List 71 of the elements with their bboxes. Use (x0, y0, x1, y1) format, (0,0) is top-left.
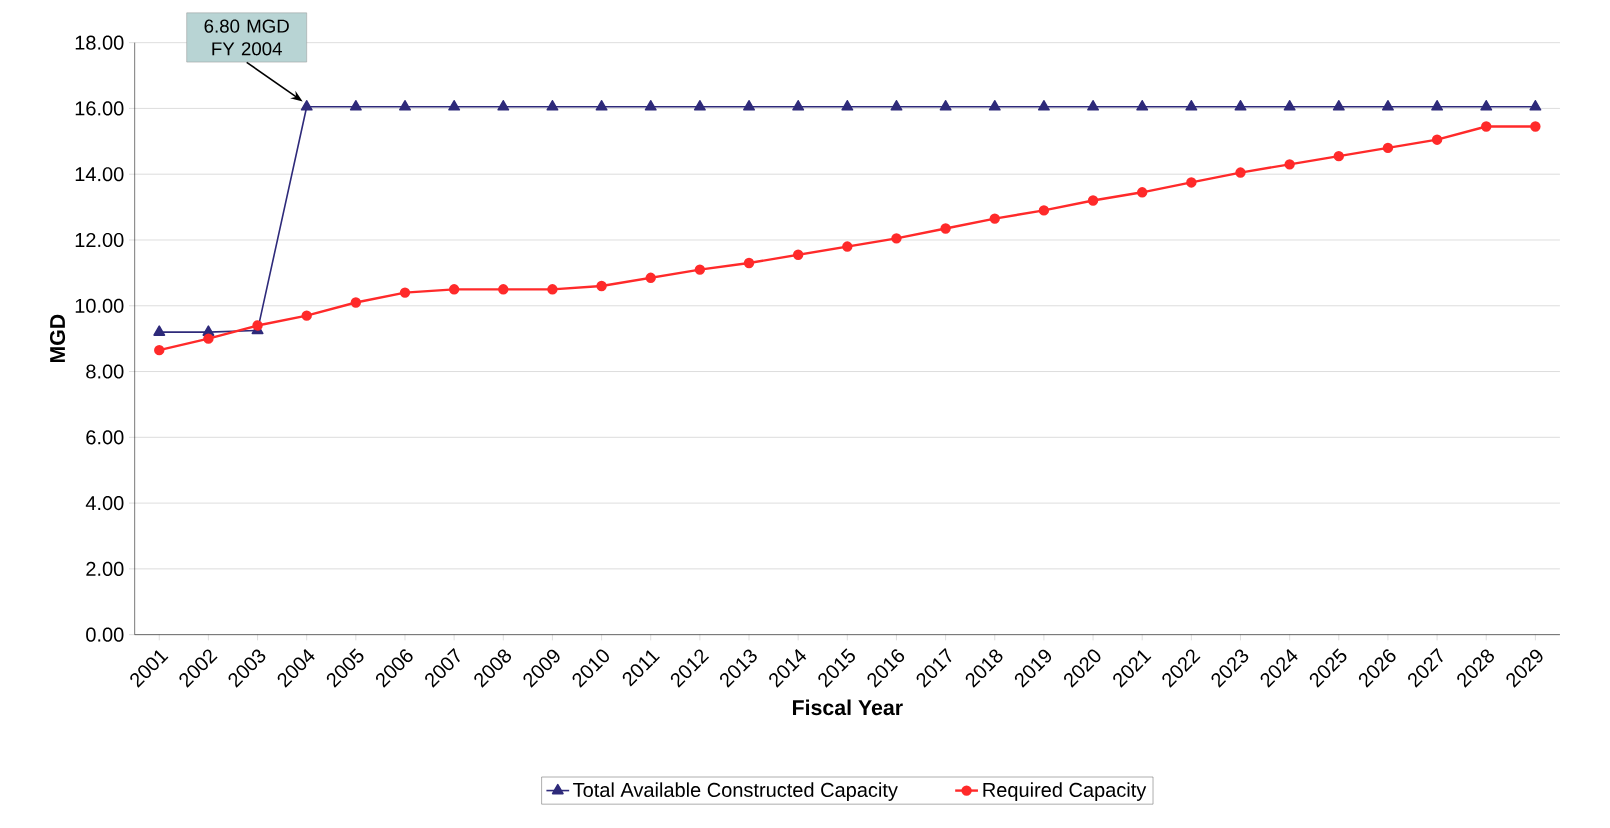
point (203, 333, 214, 344)
y-tick-label: 0.00 (86, 627, 124, 642)
point (1234, 99, 1247, 111)
y-tick-label: 12.00 (75, 232, 124, 248)
point (1480, 99, 1493, 111)
point (154, 344, 165, 356)
legend-label: Required Capacity (983, 782, 1147, 801)
point (939, 99, 952, 111)
point (547, 284, 558, 295)
point (743, 257, 755, 269)
point (1283, 99, 1296, 111)
point (498, 284, 509, 295)
point (940, 223, 951, 234)
legend-label: Total Available Constructed Capacity (573, 782, 898, 801)
point (153, 325, 166, 336)
point (1382, 142, 1394, 154)
point (1235, 167, 1246, 178)
point (693, 99, 706, 111)
y-axis-title: MGD (49, 314, 66, 363)
point (1185, 99, 1198, 111)
point (792, 99, 805, 111)
point (399, 287, 411, 298)
point (349, 99, 362, 111)
x-axis-title: Fiscal Year (792, 699, 903, 716)
annotation: 6.80 MGD FY 2004 (204, 19, 289, 56)
y-tick-label: 14.00 (75, 167, 124, 182)
point (497, 99, 510, 111)
y-tick-label: 2.00 (86, 561, 124, 576)
point (1529, 99, 1542, 111)
point (842, 241, 853, 252)
point (694, 264, 706, 275)
point (350, 297, 362, 308)
point (743, 99, 756, 111)
point (595, 99, 608, 111)
point (301, 310, 312, 321)
point (644, 99, 657, 111)
point (1087, 195, 1099, 206)
point (1481, 121, 1492, 132)
point (1038, 205, 1050, 216)
point (252, 320, 263, 331)
point (1186, 177, 1197, 188)
point (1381, 99, 1394, 111)
y-tick-label: 10.00 (75, 298, 124, 313)
point (1284, 159, 1295, 170)
point (1037, 99, 1050, 111)
y-tick-label: 4.00 (85, 496, 124, 511)
point (1087, 99, 1100, 111)
y-tick-label: 16.00 (75, 101, 124, 116)
point (792, 249, 804, 260)
point (890, 99, 903, 111)
point (989, 213, 1000, 224)
point (398, 99, 411, 111)
point (1137, 187, 1148, 198)
point (300, 99, 313, 111)
point (1136, 99, 1149, 111)
y-tick-label: 8.00 (86, 364, 124, 379)
point (546, 99, 559, 111)
point (1530, 121, 1541, 132)
point (1333, 150, 1344, 162)
point (891, 233, 902, 244)
point (1431, 134, 1443, 145)
point (645, 272, 656, 284)
point (841, 99, 854, 111)
point (1431, 99, 1444, 111)
point (988, 99, 1001, 111)
point (1332, 99, 1345, 111)
y-tick-label: 18.00 (75, 35, 124, 50)
point (448, 284, 460, 295)
y-tick-label: 6.00 (86, 430, 124, 445)
point (448, 99, 461, 111)
point (596, 280, 607, 292)
